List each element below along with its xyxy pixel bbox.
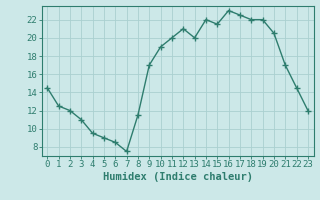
X-axis label: Humidex (Indice chaleur): Humidex (Indice chaleur)	[103, 172, 252, 182]
